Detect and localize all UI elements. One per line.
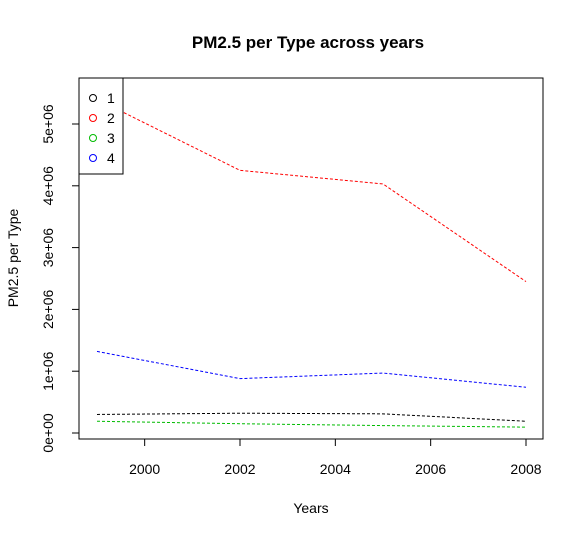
series-line-4 (96, 350, 527, 388)
plot-frame (78, 77, 544, 440)
legend: 1 2 3 4 (78, 77, 124, 175)
legend-label-4: 4 (107, 150, 115, 166)
legend-marker-4 (89, 154, 97, 162)
x-axis-label: Years (293, 500, 328, 516)
x-tick-label: 2006 (415, 461, 446, 477)
series-line-3 (96, 420, 527, 428)
series-layer (96, 98, 527, 428)
legend-marker-2 (89, 114, 97, 122)
x-tick-label: 2004 (320, 461, 351, 477)
legend-marker-3 (89, 134, 97, 142)
y-tick-label: 2e+06 (40, 290, 56, 330)
legend-label-1: 1 (107, 90, 115, 106)
y-tick-label: 3e+06 (40, 228, 56, 268)
y-tick-label: 5e+06 (40, 104, 56, 144)
y-tick-label: 1e+06 (40, 351, 56, 391)
legend-box (78, 77, 124, 175)
series-line-2 (96, 98, 527, 283)
legend-label-3: 3 (107, 130, 115, 146)
legend-marker-1 (89, 94, 97, 102)
chart-title: PM2.5 per Type across years (192, 33, 424, 52)
x-tick-label: 2002 (224, 461, 255, 477)
x-axis: 2000 2002 2004 2006 2008 (129, 438, 542, 477)
x-tick-label: 2000 (129, 461, 160, 477)
legend-label-2: 2 (107, 110, 115, 126)
y-axis-label: PM2.5 per Type (5, 209, 21, 308)
x-tick-label: 2008 (510, 461, 541, 477)
y-axis: 0e+00 1e+06 2e+06 3e+06 4e+06 5e+06 (40, 104, 80, 453)
series-line-1 (96, 412, 527, 422)
y-tick-label: 0e+00 (40, 413, 56, 453)
y-tick-label: 4e+06 (40, 166, 56, 206)
